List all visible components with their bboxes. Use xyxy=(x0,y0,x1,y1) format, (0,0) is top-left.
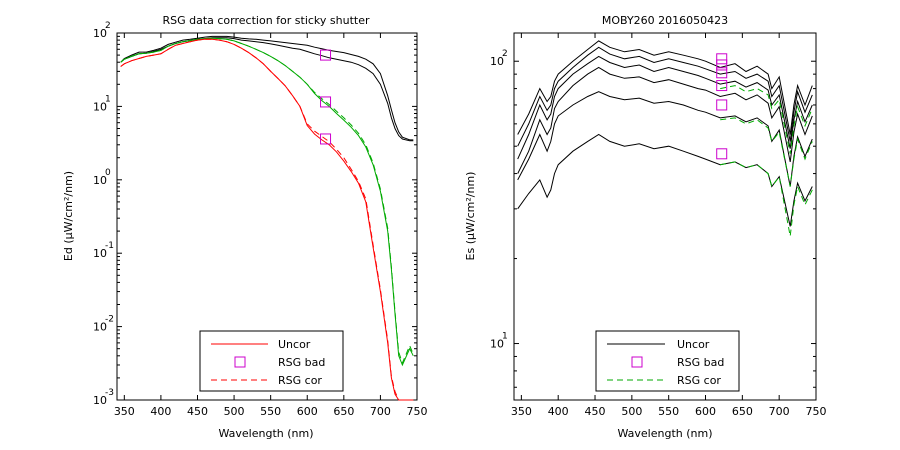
x-tick-label: 550 xyxy=(658,405,679,418)
legend-label-uncor: Uncor xyxy=(677,338,710,351)
x-tick-label: 750 xyxy=(806,405,827,418)
series-line xyxy=(517,46,813,147)
y-tick-label: 10 xyxy=(93,27,107,40)
rsg-bad-marker xyxy=(716,99,728,111)
x-tick-label: 500 xyxy=(224,405,245,418)
y-tick-label: 10 xyxy=(93,100,107,113)
legend-label-rsg-bad: RSG bad xyxy=(278,356,325,369)
legend-box xyxy=(199,330,344,392)
x-tick-label: 650 xyxy=(732,405,753,418)
legend-label-rsg-bad: RSG bad xyxy=(677,356,724,369)
y-tick-label: 10 xyxy=(93,321,107,334)
series-line xyxy=(517,66,813,174)
y-axis-label: Ed (μW/cm²/nm) xyxy=(62,171,75,261)
x-tick-label: 350 xyxy=(114,405,135,418)
y-tick-exponent: 1 xyxy=(105,94,111,104)
axis-ticks: 350 400 450 500 550 600 650 700 75010-310-210-11… xyxy=(93,21,428,418)
rsg-bad-marker xyxy=(716,80,728,92)
series-line xyxy=(120,37,414,367)
x-axis-label: Wavelength (nm) xyxy=(617,427,712,440)
legend-label-uncor: Uncor xyxy=(278,338,311,351)
legend-label-rsg-cor: RSG cor xyxy=(677,374,721,387)
legend: Uncor RSG bad RSG cor xyxy=(199,330,344,392)
right-chart: MOBY260 2016050423 350 400 450 500 550 600 650… xyxy=(464,14,827,440)
x-tick-label: 450 xyxy=(187,405,208,418)
series-line xyxy=(517,133,813,227)
left-chart: RSG data correction for sticky shutter 3… xyxy=(62,14,428,440)
rsg-bad-marker xyxy=(716,148,728,160)
legend-swatch-rsg-bad xyxy=(234,356,246,368)
series-line xyxy=(517,55,813,160)
series-line xyxy=(720,161,813,237)
series-lines xyxy=(120,35,414,401)
y-tick-exponent: 1 xyxy=(502,332,508,342)
chart-title: RSG data correction for sticky shutter xyxy=(162,14,370,27)
series-line xyxy=(720,117,813,187)
y-tick-exponent: 0 xyxy=(105,168,111,178)
series-line xyxy=(120,37,414,365)
rsg-bad-marker xyxy=(716,59,728,71)
x-tick-label: 700 xyxy=(370,405,391,418)
series-line xyxy=(720,85,813,154)
y-tick-label: 10 xyxy=(490,55,504,68)
rsg-bad-marker xyxy=(320,96,332,108)
y-tick-exponent: 2 xyxy=(502,49,508,59)
legend: Uncor RSG bad RSG cor xyxy=(595,330,740,392)
y-tick-exponent: -1 xyxy=(105,241,114,251)
rsg-bad-marker xyxy=(716,53,728,65)
series-line xyxy=(120,37,414,142)
x-tick-label: 350 xyxy=(511,405,532,418)
series-line xyxy=(120,38,414,401)
y-tick-label: 10 xyxy=(93,247,107,260)
x-tick-label: 650 xyxy=(333,405,354,418)
y-tick-exponent: 2 xyxy=(105,21,111,31)
legend-label-rsg-cor: RSG cor xyxy=(278,374,322,387)
y-tick-label: 10 xyxy=(490,338,504,351)
x-tick-label: 750 xyxy=(407,405,428,418)
series-line xyxy=(120,35,414,141)
x-tick-label: 400 xyxy=(150,405,171,418)
x-tick-label: 600 xyxy=(695,405,716,418)
x-tick-label: 400 xyxy=(548,405,569,418)
plot-frame xyxy=(116,32,418,401)
plot-frame xyxy=(513,32,817,401)
rsg-bad-markers xyxy=(716,53,728,160)
series-line xyxy=(517,40,813,135)
series-lines xyxy=(517,40,813,237)
y-tick-exponent: -3 xyxy=(105,388,114,398)
chart-title: MOBY260 2016050423 xyxy=(602,14,728,27)
y-tick-label: 10 xyxy=(93,174,107,187)
legend-swatch-rsg-bad xyxy=(631,356,643,368)
legend-box xyxy=(595,330,740,392)
rsg-bad-markers xyxy=(320,49,332,145)
x-tick-label: 700 xyxy=(769,405,790,418)
x-tick-label: 550 xyxy=(260,405,281,418)
x-axis-label: Wavelength (nm) xyxy=(218,427,313,440)
rsg-bad-marker xyxy=(320,49,332,61)
y-tick-label: 10 xyxy=(93,394,107,407)
x-tick-label: 500 xyxy=(621,405,642,418)
y-tick-exponent: -2 xyxy=(105,315,114,325)
rsg-bad-marker xyxy=(320,133,332,145)
rsg-bad-marker xyxy=(716,67,728,79)
series-line xyxy=(517,91,813,187)
x-tick-label: 600 xyxy=(297,405,318,418)
y-axis-label: Es (μW/cm²/nm) xyxy=(464,172,477,261)
x-tick-label: 450 xyxy=(585,405,606,418)
